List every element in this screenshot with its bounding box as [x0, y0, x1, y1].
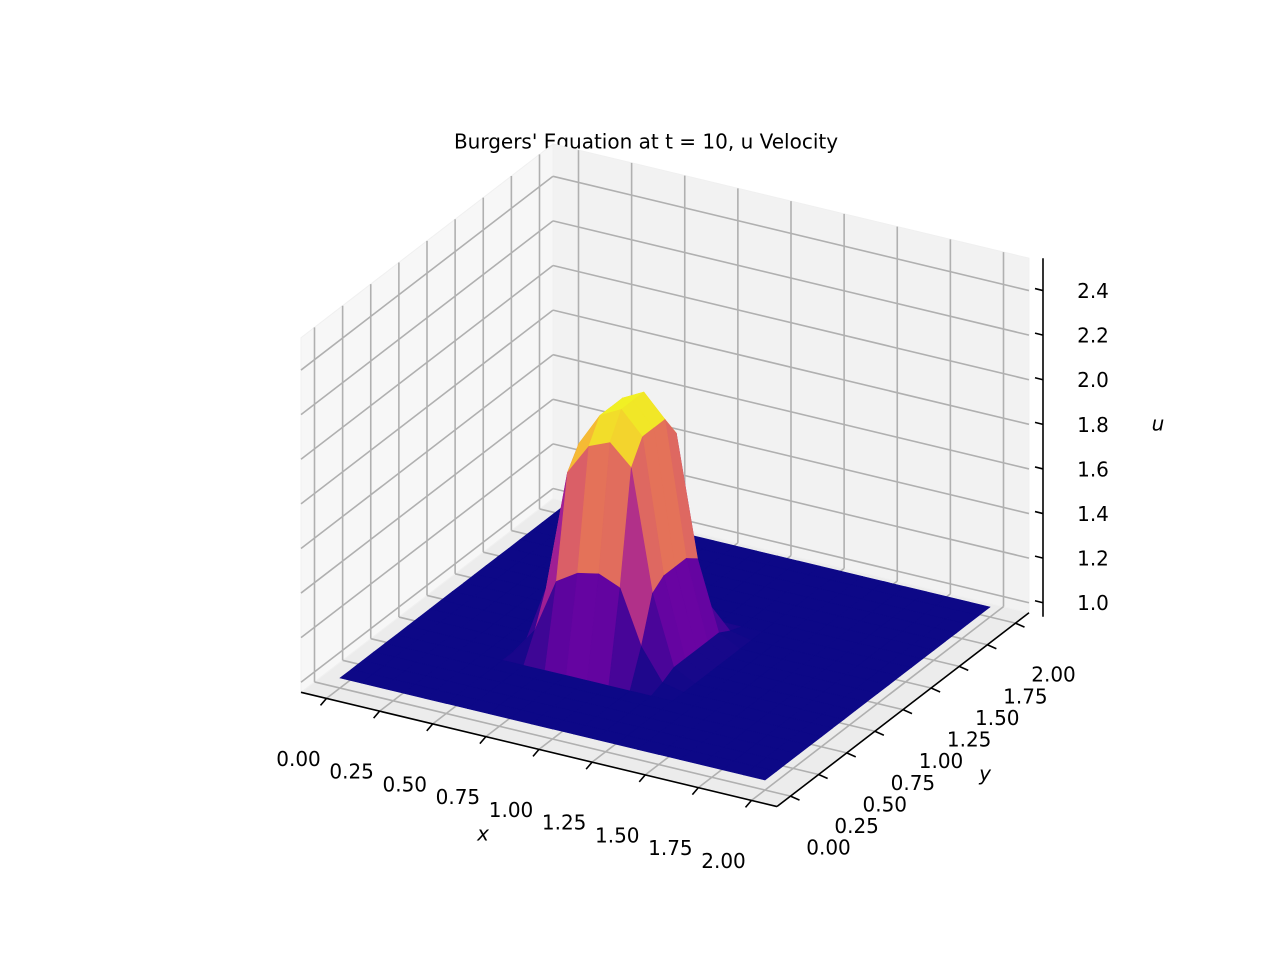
y-axis-label: y	[978, 762, 992, 786]
y-tick-label: 0.50	[862, 792, 907, 816]
z-tick-label: 2.4	[1077, 279, 1109, 303]
z-tick-label: 1.4	[1077, 502, 1109, 526]
x-tick	[373, 710, 381, 719]
z-tick-label: 2.0	[1077, 368, 1109, 392]
z-tick-label: 2.2	[1077, 324, 1109, 348]
grid-line	[552, 309, 1030, 426]
z-axis-label: u	[1152, 412, 1165, 436]
grid-line	[300, 354, 554, 550]
x-tick-label: 0.25	[329, 760, 374, 784]
x-tick	[426, 723, 434, 732]
y-tick-label: 1.00	[919, 749, 964, 773]
x-axis-label: x	[476, 822, 489, 846]
x-tick	[532, 748, 540, 757]
z-tick-label: 1.6	[1077, 457, 1109, 481]
x-tick	[585, 761, 593, 770]
y-tick-label: 1.50	[975, 706, 1020, 730]
z-tick-label: 1.2	[1077, 547, 1109, 571]
grid-line	[300, 487, 554, 683]
x-tick-label: 1.00	[489, 798, 534, 822]
x-tick	[479, 736, 487, 745]
y-tick-label: 2.00	[1031, 663, 1076, 687]
y-tick	[874, 730, 885, 737]
z-tick	[1034, 510, 1044, 515]
y-tick	[930, 687, 941, 693]
y-tick	[818, 773, 828, 780]
grid-line	[300, 220, 554, 416]
y-tick	[790, 795, 800, 801]
y-tick	[1015, 622, 1025, 628]
x-tick-label: 1.50	[595, 823, 640, 847]
x-tick	[638, 774, 646, 783]
y-tick-label: 0.00	[806, 836, 851, 860]
y-tick	[958, 665, 969, 672]
y-tick-label: 1.25	[947, 728, 992, 752]
x-tick	[319, 697, 328, 706]
grid-line	[300, 443, 554, 639]
x-tick	[691, 787, 699, 796]
x-tick-label: 0.00	[276, 747, 321, 771]
z-tick-label: 1.8	[1077, 413, 1109, 437]
x-tick-label: 0.75	[436, 785, 481, 809]
grid-line	[552, 353, 1030, 470]
grid-line	[300, 309, 554, 505]
z-tick	[1034, 421, 1044, 426]
grid-line	[552, 175, 1030, 292]
z-tick	[1034, 332, 1044, 336]
grid-line	[300, 175, 554, 371]
grid-line	[300, 398, 554, 594]
y-tick-label: 0.25	[834, 814, 879, 838]
z-tick-label: 1.0	[1077, 591, 1109, 615]
x-tick-label: 0.50	[382, 772, 427, 796]
surface-patch	[743, 765, 777, 781]
x-tick-label: 2.00	[701, 849, 746, 873]
grid-line	[552, 220, 1030, 336]
x-tick-label: 1.75	[648, 836, 693, 860]
y-tick-label: 1.75	[1003, 684, 1048, 708]
chart-title: Burgers' Equation at t = 10, u Velocity	[454, 130, 838, 154]
grid-line	[314, 681, 791, 797]
grid-line	[300, 264, 554, 460]
grid-line	[552, 264, 1030, 381]
y-tick	[902, 708, 913, 715]
z-tick	[1034, 287, 1044, 292]
z-tick	[1034, 376, 1044, 381]
y-tick-label: 0.75	[891, 771, 936, 795]
z-tick	[1034, 555, 1044, 559]
z-tick	[1034, 466, 1044, 470]
x-tick-label: 1.25	[542, 811, 587, 835]
z-tick	[1034, 599, 1044, 604]
y-tick	[846, 752, 857, 758]
y-tick	[987, 644, 997, 650]
x-tick	[744, 799, 753, 808]
